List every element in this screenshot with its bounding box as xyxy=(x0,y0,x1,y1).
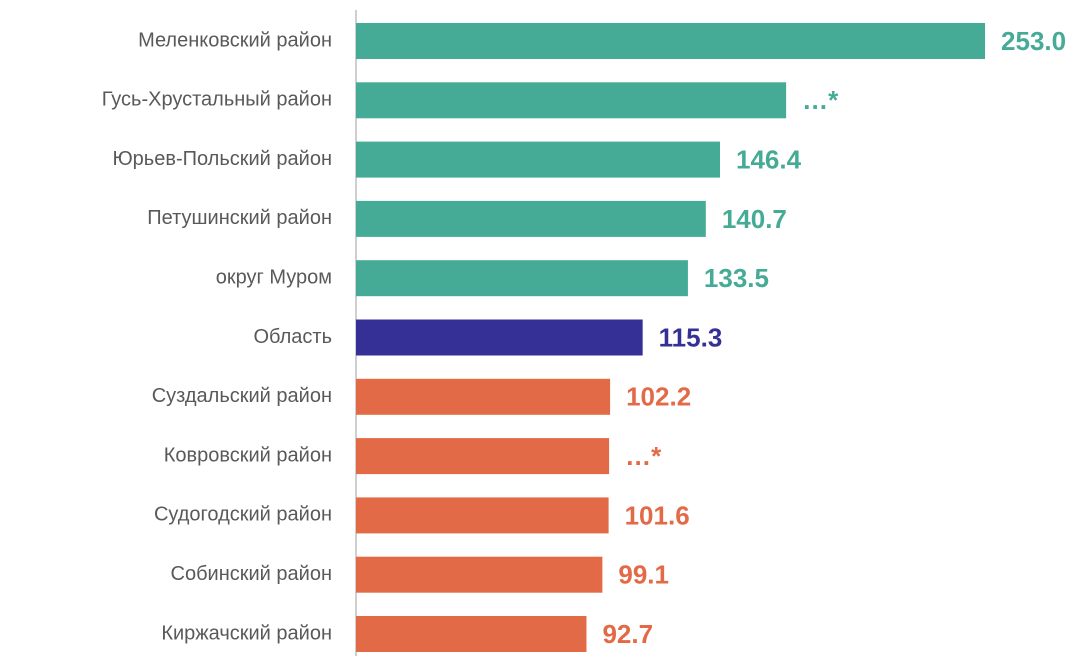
value-label: …* xyxy=(625,441,662,471)
bar xyxy=(356,23,986,59)
value-label: 146.4 xyxy=(736,144,802,174)
category-label: Суздальский район xyxy=(152,385,332,407)
bar xyxy=(356,141,720,178)
value-label: 253.0 xyxy=(1001,26,1066,56)
bar xyxy=(356,378,611,415)
category-label: округ Муром xyxy=(216,266,332,288)
value-label: 101.6 xyxy=(625,500,690,530)
bar xyxy=(356,319,643,356)
category-label: Собинский район xyxy=(171,563,332,585)
category-label: Судогодский район xyxy=(154,504,332,526)
value-label: 102.2 xyxy=(626,382,691,412)
category-label: Ковровский район xyxy=(164,444,332,466)
bar xyxy=(356,556,603,593)
category-label: Петушинский район xyxy=(147,207,332,229)
bar xyxy=(356,82,787,119)
bar xyxy=(356,260,688,297)
value-label: …* xyxy=(802,85,839,115)
category-label: Область xyxy=(254,326,333,348)
value-label: 92.7 xyxy=(602,619,653,649)
bar xyxy=(356,200,706,237)
category-label: Гусь-Хрустальный район xyxy=(102,89,332,111)
value-label: 140.7 xyxy=(722,204,787,234)
bar xyxy=(356,438,610,475)
value-label: 133.5 xyxy=(704,263,769,293)
value-label: 115.3 xyxy=(659,322,723,352)
bar xyxy=(356,616,587,652)
value-label: 99.1 xyxy=(618,560,669,590)
category-label: Юрьев-Польский район xyxy=(112,148,332,170)
category-label: Киржачский район xyxy=(161,622,332,644)
category-label: Меленковский район xyxy=(138,29,332,51)
bar xyxy=(356,497,609,534)
